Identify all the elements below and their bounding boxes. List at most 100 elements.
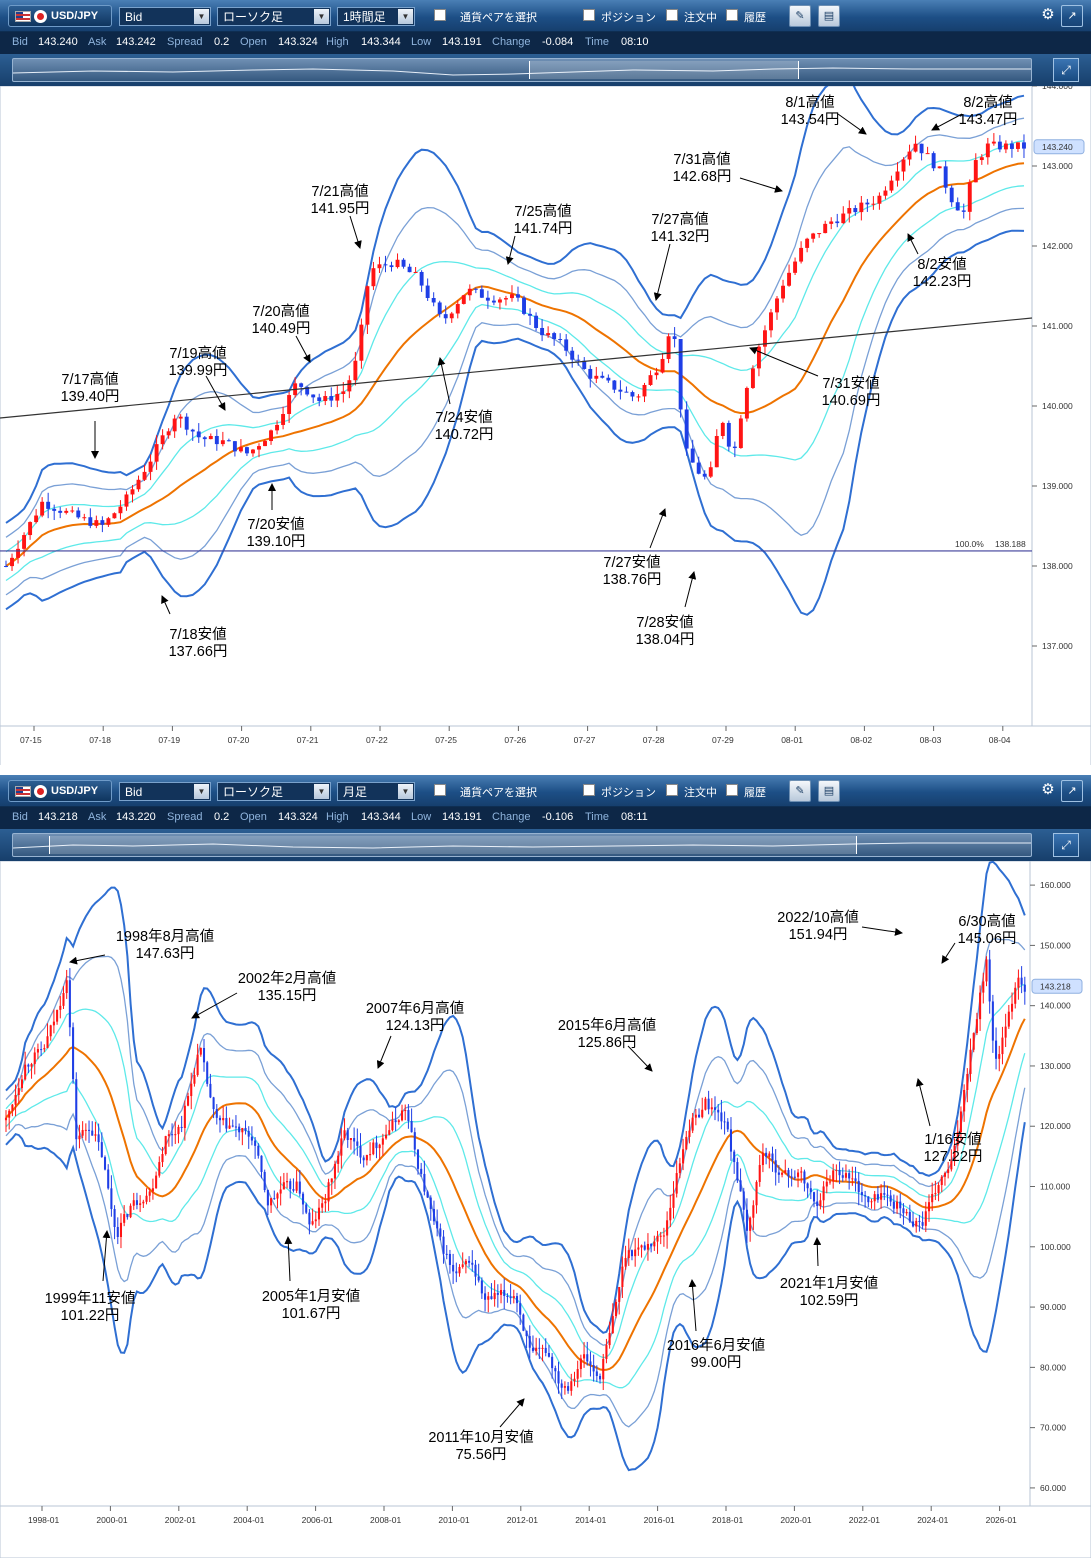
position-checkbox[interactable] — [583, 9, 595, 21]
candle — [388, 1120, 391, 1136]
popout-icon[interactable]: ↗ — [1061, 780, 1083, 802]
window-icon[interactable]: ▤ — [818, 5, 840, 27]
history-label[interactable]: 履歴 — [744, 12, 766, 24]
candle — [356, 1128, 359, 1156]
candle-body — [844, 1173, 847, 1178]
candle — [369, 1142, 372, 1161]
drawing-tool-icon[interactable]: ✎ — [789, 5, 811, 27]
candle — [317, 1199, 321, 1226]
pair-select-checkbox[interactable] — [434, 9, 446, 21]
orders-checkbox[interactable] — [666, 784, 678, 796]
candle-body — [611, 1316, 614, 1334]
candle-body — [937, 166, 942, 169]
currency-pair-button[interactable]: USD/JPY — [8, 780, 112, 802]
annotation-price: 140.69円 — [822, 393, 881, 409]
candle — [330, 1178, 333, 1195]
y-tick-label: 140.000 — [1042, 401, 1073, 411]
candle — [375, 1135, 378, 1159]
gear-icon[interactable]: ⚙ — [1041, 6, 1055, 23]
candle-body — [273, 1198, 276, 1200]
candle-body — [761, 1152, 764, 1166]
candle-body — [305, 386, 310, 395]
orders-label[interactable]: 注文中 — [684, 787, 717, 799]
candle-body — [87, 1129, 91, 1131]
currency-pair-button[interactable]: USD/JPY — [8, 5, 112, 27]
candle-body — [775, 298, 779, 313]
pair-select-label[interactable]: 通貨ペアを選択 — [460, 787, 537, 799]
y-tick-label: 70.000 — [1040, 1423, 1066, 1433]
orders-checkbox[interactable] — [666, 9, 678, 21]
annotation-date: 7/17高値 — [61, 371, 118, 388]
price-type-select[interactable]: Bid ▼ — [119, 7, 211, 26]
chart-type-select[interactable]: ローソク足 ▼ — [217, 782, 331, 801]
candle-body — [443, 314, 448, 319]
candle — [254, 1137, 257, 1159]
candle-body — [270, 1198, 273, 1206]
navigator-window[interactable] — [529, 61, 799, 79]
annotation-arrow — [837, 113, 867, 135]
candle-body — [43, 1048, 46, 1050]
candle — [34, 509, 39, 524]
y-tick-label: 138.000 — [1042, 561, 1073, 571]
position-checkbox[interactable] — [583, 784, 595, 796]
position-label[interactable]: ポジション — [601, 787, 656, 799]
candle — [46, 1023, 49, 1049]
candle — [335, 385, 340, 408]
annotation-date: 1999年11安値 — [45, 1290, 136, 1307]
candle-body — [177, 1126, 180, 1135]
candle — [991, 133, 996, 146]
history-checkbox[interactable] — [726, 9, 738, 21]
candle — [362, 1155, 365, 1168]
candle — [241, 1127, 244, 1146]
candle-body — [995, 1040, 998, 1059]
candle-body — [247, 1130, 250, 1137]
moving-average-line — [5, 1018, 1026, 1372]
candle — [46, 492, 51, 519]
candle-body — [859, 202, 864, 213]
candle-body — [618, 1286, 621, 1302]
candle-body — [496, 1292, 499, 1295]
pair-select-checkbox[interactable] — [434, 784, 446, 796]
candle — [263, 439, 267, 447]
gear-icon[interactable]: ⚙ — [1041, 781, 1055, 798]
pair-select-label[interactable]: 通貨ペアを選択 — [460, 12, 537, 24]
candle-body — [853, 208, 858, 213]
candle — [859, 195, 864, 221]
candle — [208, 433, 213, 440]
x-tick-label: 07-21 — [297, 735, 319, 745]
candle — [474, 1260, 477, 1286]
expand-icon[interactable]: ⤢ — [1053, 58, 1079, 82]
chart-type-select[interactable]: ローソク足 ▼ — [217, 7, 331, 26]
candle-body — [449, 313, 454, 319]
candle — [531, 1335, 535, 1353]
candle — [931, 151, 936, 172]
history-checkbox[interactable] — [726, 784, 738, 796]
candle — [678, 338, 683, 418]
x-tick-label: 2002-01 — [165, 1515, 196, 1525]
orders-label[interactable]: 注文中 — [684, 12, 717, 24]
timeframe-select[interactable]: 月足 ▼ — [337, 782, 415, 801]
history-label[interactable]: 履歴 — [744, 787, 766, 799]
candle — [172, 414, 177, 438]
ask-value: 143.242 — [116, 36, 156, 48]
expand-icon[interactable]: ⤢ — [1053, 833, 1079, 857]
position-label[interactable]: ポジション — [601, 12, 656, 24]
candle — [123, 1205, 126, 1227]
candle-body — [805, 238, 810, 248]
candle-body — [397, 1120, 400, 1123]
annotation-arrow — [284, 1236, 293, 1282]
navigator-scrollbar[interactable] — [12, 833, 1032, 857]
navigator-scrollbar[interactable] — [12, 58, 1032, 82]
candle — [286, 1172, 289, 1189]
candle — [835, 213, 840, 228]
price-type-select[interactable]: Bid ▼ — [119, 782, 211, 801]
timeframe-select[interactable]: 1時間足 ▼ — [337, 7, 415, 26]
drawing-tool-icon[interactable]: ✎ — [789, 780, 811, 802]
candle — [901, 157, 906, 181]
navigator-window[interactable] — [49, 836, 857, 854]
popout-icon[interactable]: ↗ — [1061, 5, 1083, 27]
candle-body — [685, 1136, 688, 1150]
window-icon[interactable]: ▤ — [818, 780, 840, 802]
